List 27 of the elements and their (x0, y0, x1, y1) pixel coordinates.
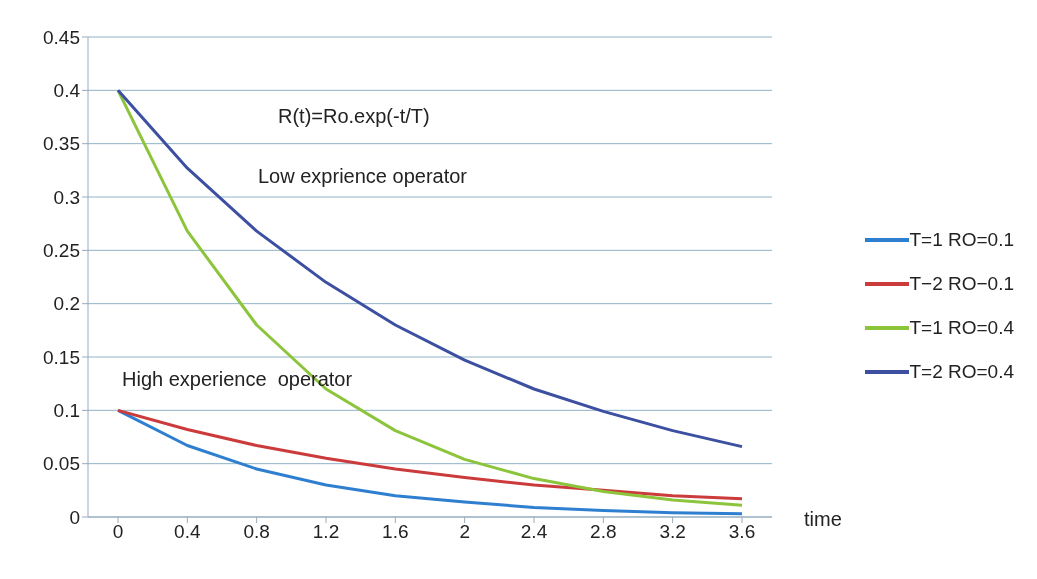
x-tick-label: 1.6 (382, 521, 409, 543)
legend-label: T−2 RO−0.1 (909, 273, 1014, 295)
y-tick-label: 0.2 (53, 293, 80, 315)
x-tick-label: 0.8 (243, 521, 270, 543)
x-axis-title: time (804, 508, 842, 531)
legend-label: T=1 RO=0.1 (909, 229, 1014, 251)
y-tick-label: 0.15 (43, 346, 80, 368)
y-tick-label: 0.3 (53, 186, 80, 208)
y-tick-label: 0 (69, 506, 80, 528)
x-tick-label: 0 (112, 521, 124, 543)
x-tick-label: 0.4 (174, 521, 201, 543)
legend-label: T=2 RO=0.4 (909, 361, 1014, 383)
legend-label: T=1 RO=0.4 (909, 317, 1014, 339)
x-tick-label: 2.8 (590, 521, 617, 543)
y-tick-label: 0.25 (43, 240, 80, 262)
x-tick-label: 3.2 (659, 521, 686, 543)
y-tick-label: 0.1 (53, 400, 80, 422)
y-tick-label: 0.35 (43, 133, 80, 155)
x-tick-label: 1.2 (312, 521, 340, 543)
x-tick-label: 2 (459, 521, 470, 543)
y-tick-label: 0.4 (53, 80, 81, 102)
x-tick-label: 2.4 (520, 521, 548, 543)
y-tick-label: 0.45 (43, 26, 80, 48)
annotation: R(t)=Ro.exp(-t/T) (278, 105, 430, 128)
annotation: Low exprience operator (258, 165, 468, 188)
x-tick-label: 3.6 (728, 521, 756, 543)
y-tick-label: 0.05 (43, 453, 80, 475)
